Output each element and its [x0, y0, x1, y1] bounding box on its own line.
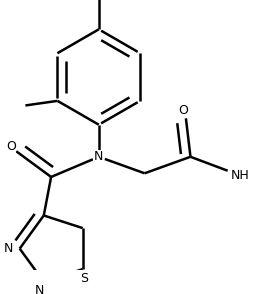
Text: N: N: [4, 242, 13, 255]
Text: NH: NH: [231, 169, 249, 182]
Text: S: S: [81, 272, 89, 285]
Text: N: N: [94, 150, 103, 163]
Text: O: O: [178, 104, 188, 117]
Text: N: N: [35, 284, 44, 294]
Text: O: O: [6, 140, 16, 153]
